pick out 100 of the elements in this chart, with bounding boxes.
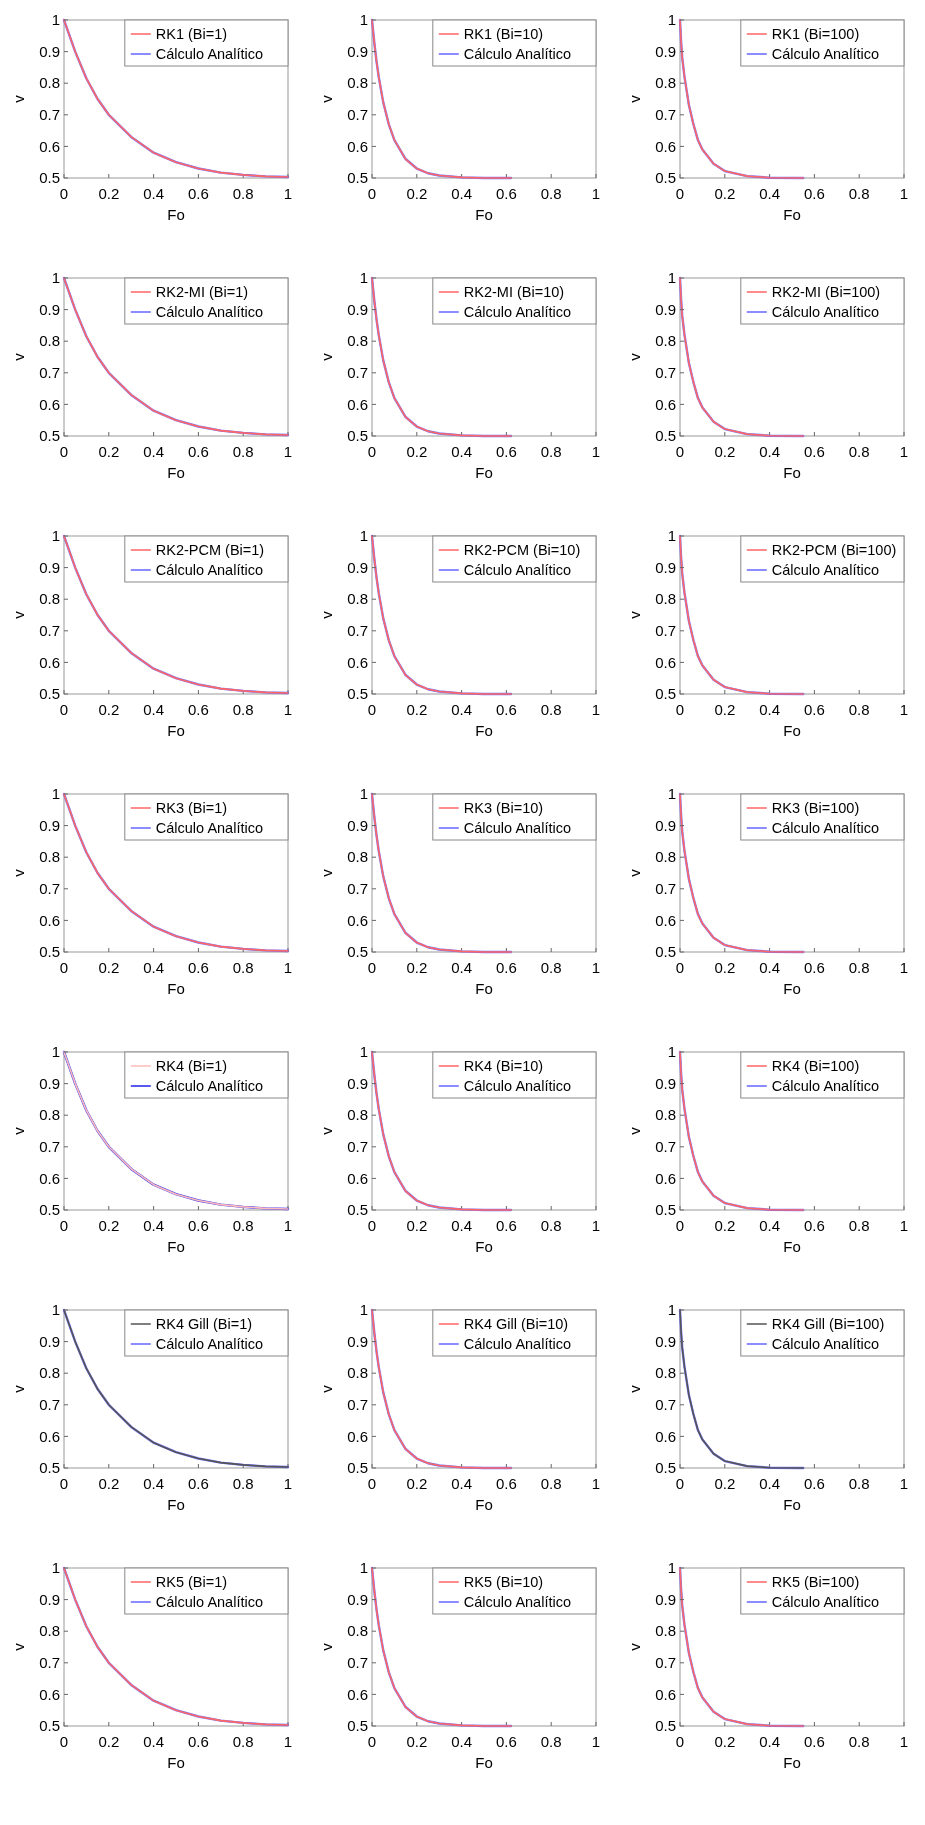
- x-tick-label: 0.6: [495, 1217, 517, 1234]
- y-tick-label: 0.9: [39, 300, 60, 318]
- legend-label: RK3 (Bi=100): [771, 800, 860, 816]
- legend-label: Cálculo Analítico: [463, 1594, 571, 1610]
- y-tick-label: 0.9: [655, 816, 676, 834]
- legend-label: RK4 (Bi=10): [463, 1058, 544, 1074]
- y-tick-label: 0.9: [39, 558, 60, 576]
- y-tick-label: 1: [359, 527, 368, 545]
- y-tick-label: 0.8: [655, 332, 676, 350]
- y-tick-label: 0.5: [347, 1201, 368, 1219]
- y-tick-label: 0.5: [39, 427, 60, 445]
- x-axis-title: Fo: [783, 464, 801, 481]
- y-axis-title: v: [318, 610, 335, 619]
- y-axis-title: v: [626, 868, 643, 877]
- x-tick-label: 0.8: [540, 1475, 562, 1492]
- legend-label: RK1 (Bi=1): [155, 26, 228, 42]
- y-tick-label: 1: [51, 785, 60, 803]
- y-tick-label: 0.9: [655, 1074, 676, 1092]
- legend-label: Cálculo Analítico: [463, 1078, 571, 1094]
- x-tick-label: 1: [899, 701, 909, 718]
- y-tick-label: 0.6: [347, 1685, 368, 1703]
- x-axis-title: Fo: [783, 1238, 801, 1255]
- legend-label: RK5 (Bi=1): [155, 1574, 228, 1590]
- x-tick-label: 0: [675, 185, 685, 202]
- x-tick-label: 0.2: [98, 185, 120, 202]
- y-tick-label: 1: [667, 1301, 676, 1319]
- x-tick-label: 0.4: [143, 185, 165, 202]
- x-tick-label: 0.6: [803, 1475, 825, 1492]
- x-tick-label: 0.2: [714, 1733, 736, 1750]
- y-tick-label: 0.9: [347, 42, 368, 60]
- y-tick-label: 0.7: [39, 1138, 60, 1156]
- x-tick-label: 0.2: [406, 185, 428, 202]
- y-tick-label: 0.9: [39, 816, 60, 834]
- x-tick-label: 0.2: [98, 1475, 120, 1492]
- y-tick-label: 0.9: [347, 1332, 368, 1350]
- y-tick-label: 0.5: [39, 685, 60, 703]
- x-tick-label: 0.8: [232, 443, 254, 460]
- y-tick-label: 0.5: [655, 943, 676, 961]
- y-tick-label: 0.9: [347, 1074, 368, 1092]
- legend-label: Cálculo Analítico: [771, 820, 879, 836]
- y-tick-label: 1: [51, 1559, 60, 1577]
- x-tick-label: 0.4: [451, 1475, 473, 1492]
- y-tick-label: 0.9: [655, 300, 676, 318]
- legend-label: RK5 (Bi=10): [463, 1574, 544, 1590]
- x-tick-label: 0.4: [759, 1475, 781, 1492]
- x-axis-title: Fo: [475, 206, 493, 223]
- y-tick-label: 0.9: [655, 1590, 676, 1608]
- x-tick-label: 0.4: [451, 185, 473, 202]
- y-tick-label: 0.9: [347, 558, 368, 576]
- x-tick-label: 1: [591, 185, 601, 202]
- y-tick-label: 0.8: [347, 332, 368, 350]
- y-tick-label: 0.8: [39, 1364, 60, 1382]
- legend-label: RK4 Gill (Bi=10): [463, 1316, 569, 1332]
- y-tick-label: 0.6: [39, 395, 60, 413]
- x-tick-label: 1: [899, 443, 909, 460]
- y-tick-label: 0.7: [39, 622, 60, 640]
- y-axis-title: v: [10, 352, 27, 361]
- y-axis-title: v: [318, 1126, 335, 1135]
- x-axis-title: Fo: [167, 1496, 185, 1513]
- legend-label: RK1 (Bi=100): [771, 26, 860, 42]
- x-tick-label: 0: [59, 959, 69, 976]
- y-tick-label: 0.5: [655, 1201, 676, 1219]
- x-tick-label: 0.8: [232, 1217, 254, 1234]
- y-tick-label: 0.5: [655, 427, 676, 445]
- x-tick-label: 0.2: [406, 701, 428, 718]
- y-tick-label: 0.8: [655, 1622, 676, 1640]
- y-axis-title: v: [318, 868, 335, 877]
- x-tick-label: 0.2: [406, 1733, 428, 1750]
- y-tick-label: 0.9: [655, 558, 676, 576]
- y-tick-label: 0.9: [347, 300, 368, 318]
- x-tick-label: 1: [591, 443, 601, 460]
- y-tick-label: 0.8: [655, 590, 676, 608]
- y-axis-title: v: [626, 610, 643, 619]
- legend-label: RK2-MI (Bi=100): [771, 284, 881, 300]
- y-tick-label: 0.5: [39, 1717, 60, 1735]
- y-tick-label: 0.6: [347, 911, 368, 929]
- y-tick-label: 1: [51, 269, 60, 287]
- y-tick-label: 0.6: [655, 653, 676, 671]
- x-tick-label: 0.2: [714, 701, 736, 718]
- x-tick-label: 0: [367, 1733, 377, 1750]
- x-tick-label: 0.8: [232, 701, 254, 718]
- x-tick-label: 0.2: [98, 701, 120, 718]
- x-tick-label: 1: [591, 701, 601, 718]
- x-tick-label: 0.4: [143, 959, 165, 976]
- y-tick-label: 0.8: [655, 1106, 676, 1124]
- y-tick-label: 0.8: [347, 74, 368, 92]
- x-tick-label: 0.4: [143, 1217, 165, 1234]
- y-axis-title: v: [318, 1642, 335, 1651]
- y-tick-label: 0.8: [655, 848, 676, 866]
- legend-label: RK5 (Bi=100): [771, 1574, 860, 1590]
- y-tick-label: 1: [667, 785, 676, 803]
- x-tick-label: 0.6: [495, 701, 517, 718]
- x-axis-title: Fo: [783, 980, 801, 997]
- legend-label: RK3 (Bi=10): [463, 800, 544, 816]
- y-tick-label: 0.5: [347, 169, 368, 187]
- y-tick-label: 0.9: [347, 1590, 368, 1608]
- x-tick-label: 0: [367, 1475, 377, 1492]
- y-tick-label: 0.6: [655, 1169, 676, 1187]
- y-tick-label: 0.7: [39, 880, 60, 898]
- legend-label: Cálculo Analítico: [155, 46, 263, 62]
